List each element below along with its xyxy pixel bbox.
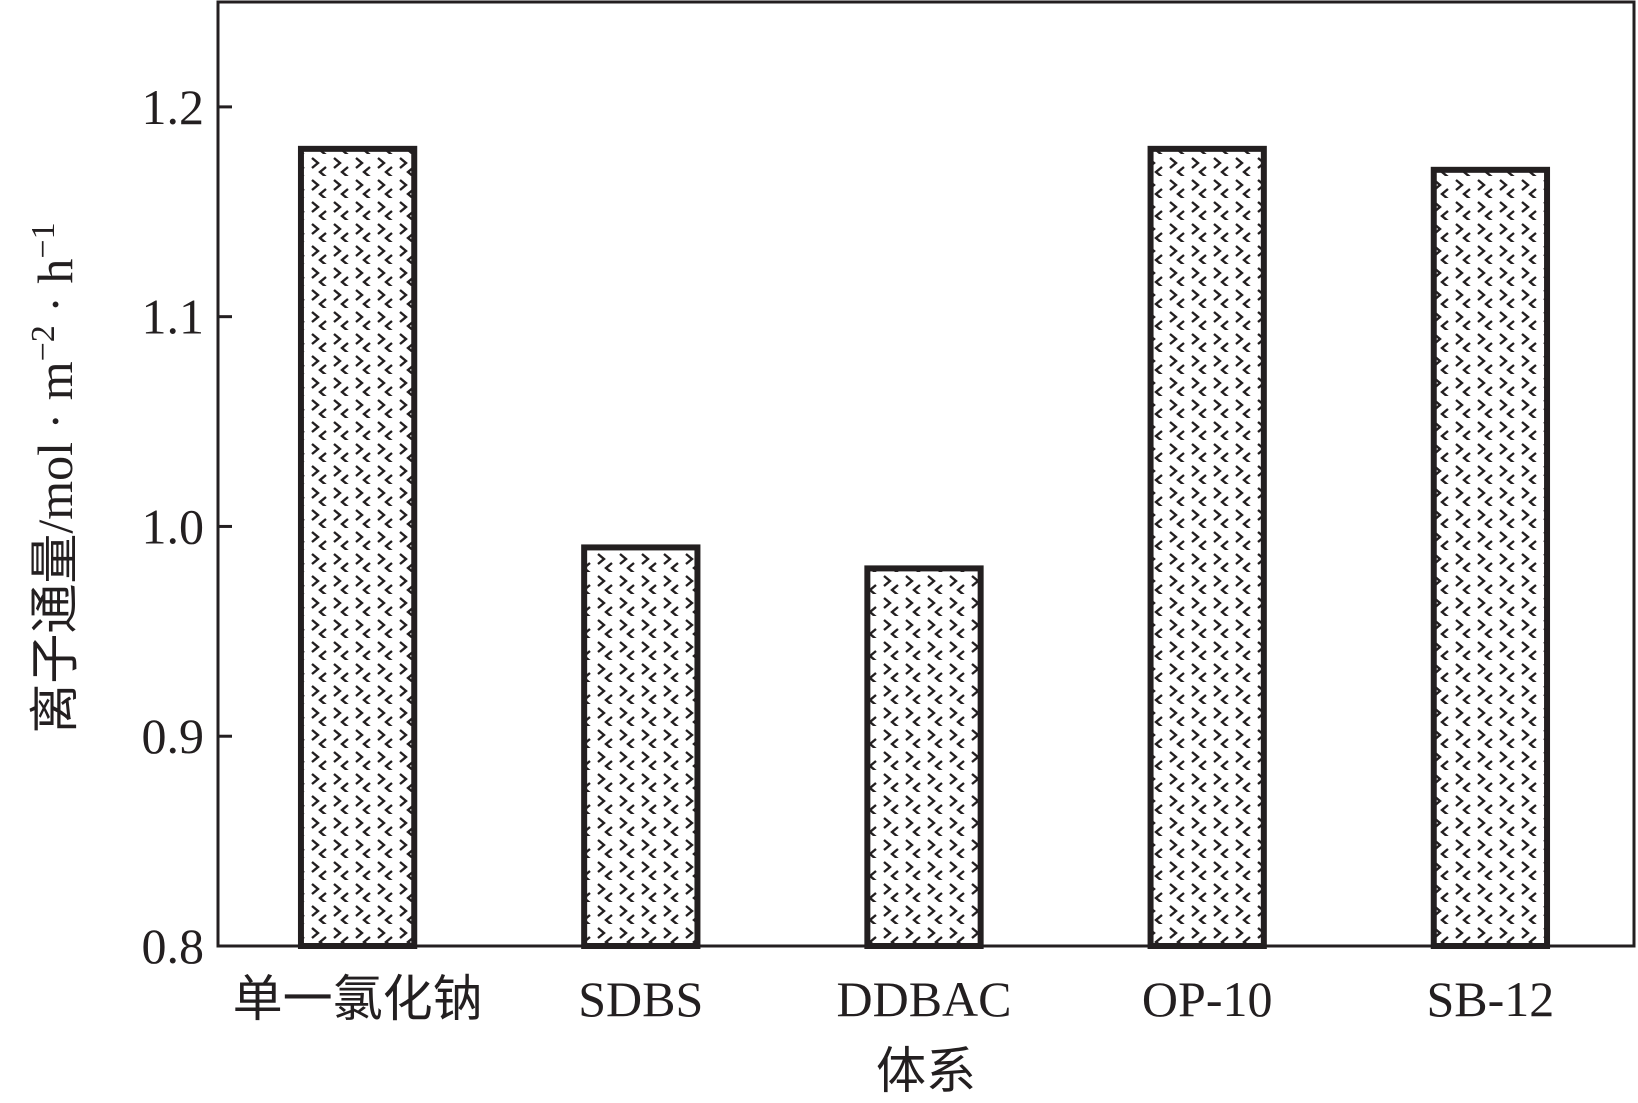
x-axis: 单一氯化钠 SDBS DDBAC OP-10 SB-12 [233,971,1555,1027]
bar-3 [1147,145,1267,950]
y-axis: 0.8 0.9 1.0 1.1 1.2 [142,79,232,974]
y-tick-label-2: 1.0 [142,498,205,554]
y-tick-label-4: 1.2 [142,79,205,135]
y-tick-label-3: 1.1 [142,289,205,345]
x-category-label-4: SB-12 [1426,971,1554,1027]
y-axis-title-m-exponent: −2 [25,325,62,361]
bar-4 [1430,166,1551,950]
y-axis-title: 离子通量/mol · m−2 · h−1 [25,222,83,733]
bar-0 [297,145,418,950]
bar-1 [581,544,701,950]
x-category-label-3: OP-10 [1142,971,1273,1027]
bars-group [297,145,1551,950]
y-axis-title-main: 离子通量/mol · m [27,361,83,733]
y-tick-label-0: 0.8 [142,918,205,974]
bar-2 [864,565,984,950]
x-axis-title: 体系 [876,1043,976,1099]
x-category-label-1: SDBS [578,971,703,1027]
y-tick-label-1: 0.9 [142,708,205,764]
y-axis-title-h-exponent: −1 [25,222,62,258]
x-category-label-2: DDBAC [836,971,1011,1027]
x-category-label-0: 单一氯化钠 [233,971,483,1027]
y-axis-title-mid: · h [27,259,83,326]
